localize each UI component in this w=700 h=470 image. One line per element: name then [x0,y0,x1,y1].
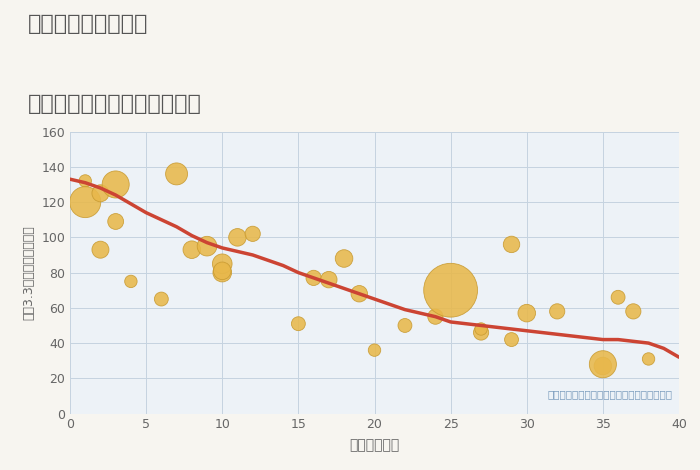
Point [202,243,213,250]
Point [628,307,639,315]
Point [186,246,197,253]
Point [354,290,365,298]
Point [95,246,106,253]
Point [339,255,350,262]
Point [217,269,228,276]
Text: 円の大きさは、取引のあった物件面積を示す: 円の大きさは、取引のあった物件面積を示す [548,390,673,400]
X-axis label: 築年数（年）: 築年数（年） [349,439,400,453]
Point [110,218,121,225]
Point [369,346,380,354]
Point [171,170,182,178]
Point [293,320,304,328]
Y-axis label: 坪（3.3㎡）単価（万円）: 坪（3.3㎡）単価（万円） [22,225,36,320]
Point [445,286,456,294]
Point [217,260,228,267]
Point [506,241,517,248]
Point [506,336,517,343]
Point [597,360,608,368]
Point [475,329,486,337]
Point [232,234,243,241]
Point [95,189,106,197]
Point [156,295,167,303]
Point [125,278,136,285]
Point [323,276,335,283]
Point [399,321,410,329]
Point [430,313,441,321]
Point [247,230,258,237]
Text: 奈良県奈良市丸山の: 奈良県奈良市丸山の [28,14,148,34]
Point [552,307,563,315]
Point [643,355,655,363]
Point [597,362,608,370]
Point [612,293,624,301]
Point [110,180,121,188]
Point [521,309,532,317]
Point [80,198,91,206]
Point [475,325,486,333]
Point [217,267,228,274]
Point [80,177,91,185]
Point [308,274,319,282]
Text: 築年数別中古マンション価格: 築年数別中古マンション価格 [28,94,202,114]
